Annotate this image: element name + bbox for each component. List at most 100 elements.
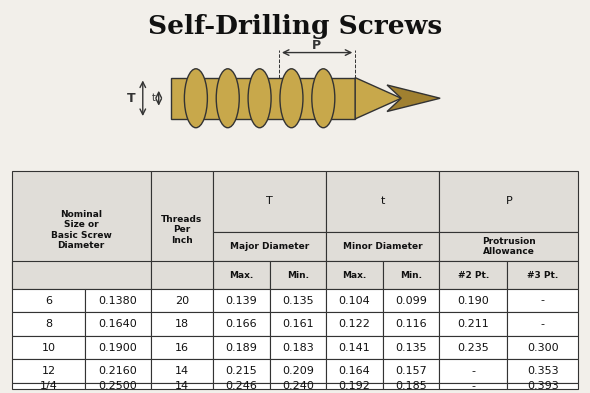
Bar — [270, 289, 326, 312]
Text: 14: 14 — [175, 381, 189, 391]
Bar — [12, 336, 86, 360]
Bar — [171, 78, 355, 119]
Text: 14: 14 — [175, 366, 189, 376]
Text: Max.: Max. — [229, 271, 253, 279]
Ellipse shape — [216, 69, 240, 128]
Text: 0.157: 0.157 — [395, 366, 427, 376]
Bar — [12, 383, 86, 389]
Bar — [507, 312, 578, 336]
Bar — [213, 383, 270, 389]
Text: 20: 20 — [175, 296, 189, 305]
Text: 0.135: 0.135 — [282, 296, 314, 305]
Text: Threads
Per
Inch: Threads Per Inch — [161, 215, 202, 245]
Bar — [12, 261, 150, 289]
Bar — [507, 360, 578, 383]
Bar — [326, 232, 440, 261]
Bar — [150, 289, 213, 312]
Polygon shape — [355, 78, 401, 119]
Text: -: - — [471, 381, 476, 391]
Bar — [507, 383, 578, 389]
Bar — [326, 383, 383, 389]
Polygon shape — [387, 85, 440, 112]
Text: T: T — [127, 92, 136, 105]
Bar — [326, 171, 440, 232]
Bar — [150, 261, 213, 289]
Text: 12: 12 — [41, 366, 55, 376]
Text: Nominal
Size or
Basic Screw
Diameter: Nominal Size or Basic Screw Diameter — [51, 210, 112, 250]
Text: 1/4: 1/4 — [40, 381, 58, 391]
Text: #3 Pt.: #3 Pt. — [527, 271, 558, 279]
Bar — [150, 171, 213, 289]
Bar — [507, 261, 578, 289]
Text: Self-Drilling Screws: Self-Drilling Screws — [148, 14, 442, 39]
Text: 0.209: 0.209 — [282, 366, 314, 376]
Text: 0.189: 0.189 — [225, 343, 257, 353]
Bar — [86, 336, 150, 360]
Bar — [440, 289, 507, 312]
Text: -: - — [541, 319, 545, 329]
Text: 18: 18 — [175, 319, 189, 329]
Text: -: - — [471, 366, 476, 376]
Bar — [326, 261, 383, 289]
Bar — [213, 289, 270, 312]
Bar — [150, 336, 213, 360]
Bar — [213, 261, 270, 289]
Text: Min.: Min. — [400, 271, 422, 279]
Text: 0.166: 0.166 — [225, 319, 257, 329]
Bar — [326, 360, 383, 383]
Text: 8: 8 — [45, 319, 52, 329]
Bar — [440, 171, 578, 232]
Bar — [383, 360, 440, 383]
Text: t: t — [381, 196, 385, 206]
Bar — [86, 312, 150, 336]
Bar — [326, 336, 383, 360]
Text: 0.1380: 0.1380 — [99, 296, 137, 305]
Bar — [270, 336, 326, 360]
Text: 0.192: 0.192 — [339, 381, 371, 391]
Text: 0.353: 0.353 — [527, 366, 559, 376]
Bar — [440, 360, 507, 383]
Bar — [440, 383, 507, 389]
Bar — [440, 312, 507, 336]
Bar — [383, 312, 440, 336]
Bar — [12, 171, 150, 289]
Text: 10: 10 — [42, 343, 55, 353]
Bar — [440, 336, 507, 360]
Bar — [270, 383, 326, 389]
Text: 0.164: 0.164 — [339, 366, 371, 376]
Text: 0.183: 0.183 — [282, 343, 314, 353]
Bar — [326, 289, 383, 312]
Bar — [150, 383, 213, 389]
Text: 0.099: 0.099 — [395, 296, 427, 305]
Bar — [440, 261, 507, 289]
Text: T: T — [266, 196, 273, 206]
Text: 0.141: 0.141 — [339, 343, 371, 353]
Bar — [213, 312, 270, 336]
Bar — [150, 360, 213, 383]
Text: t: t — [152, 93, 155, 103]
Text: Major Diameter: Major Diameter — [230, 242, 309, 251]
Text: P: P — [506, 196, 512, 206]
Text: 0.215: 0.215 — [225, 366, 257, 376]
Text: 0.300: 0.300 — [527, 343, 559, 353]
Bar — [12, 360, 86, 383]
Text: 6: 6 — [45, 296, 52, 305]
Text: #2 Pt.: #2 Pt. — [458, 271, 489, 279]
Text: 0.190: 0.190 — [457, 296, 489, 305]
Text: Min.: Min. — [287, 271, 309, 279]
Bar — [383, 336, 440, 360]
Bar — [440, 232, 578, 261]
Text: 0.161: 0.161 — [282, 319, 314, 329]
Bar — [270, 261, 326, 289]
Bar — [213, 171, 326, 232]
Text: 0.122: 0.122 — [339, 319, 371, 329]
Ellipse shape — [312, 69, 335, 128]
Bar — [150, 312, 213, 336]
Text: 0.393: 0.393 — [527, 381, 559, 391]
Text: 0.104: 0.104 — [339, 296, 371, 305]
Ellipse shape — [280, 69, 303, 128]
Text: 16: 16 — [175, 343, 189, 353]
Bar — [383, 383, 440, 389]
Ellipse shape — [248, 69, 271, 128]
Text: 0.2500: 0.2500 — [99, 381, 137, 391]
